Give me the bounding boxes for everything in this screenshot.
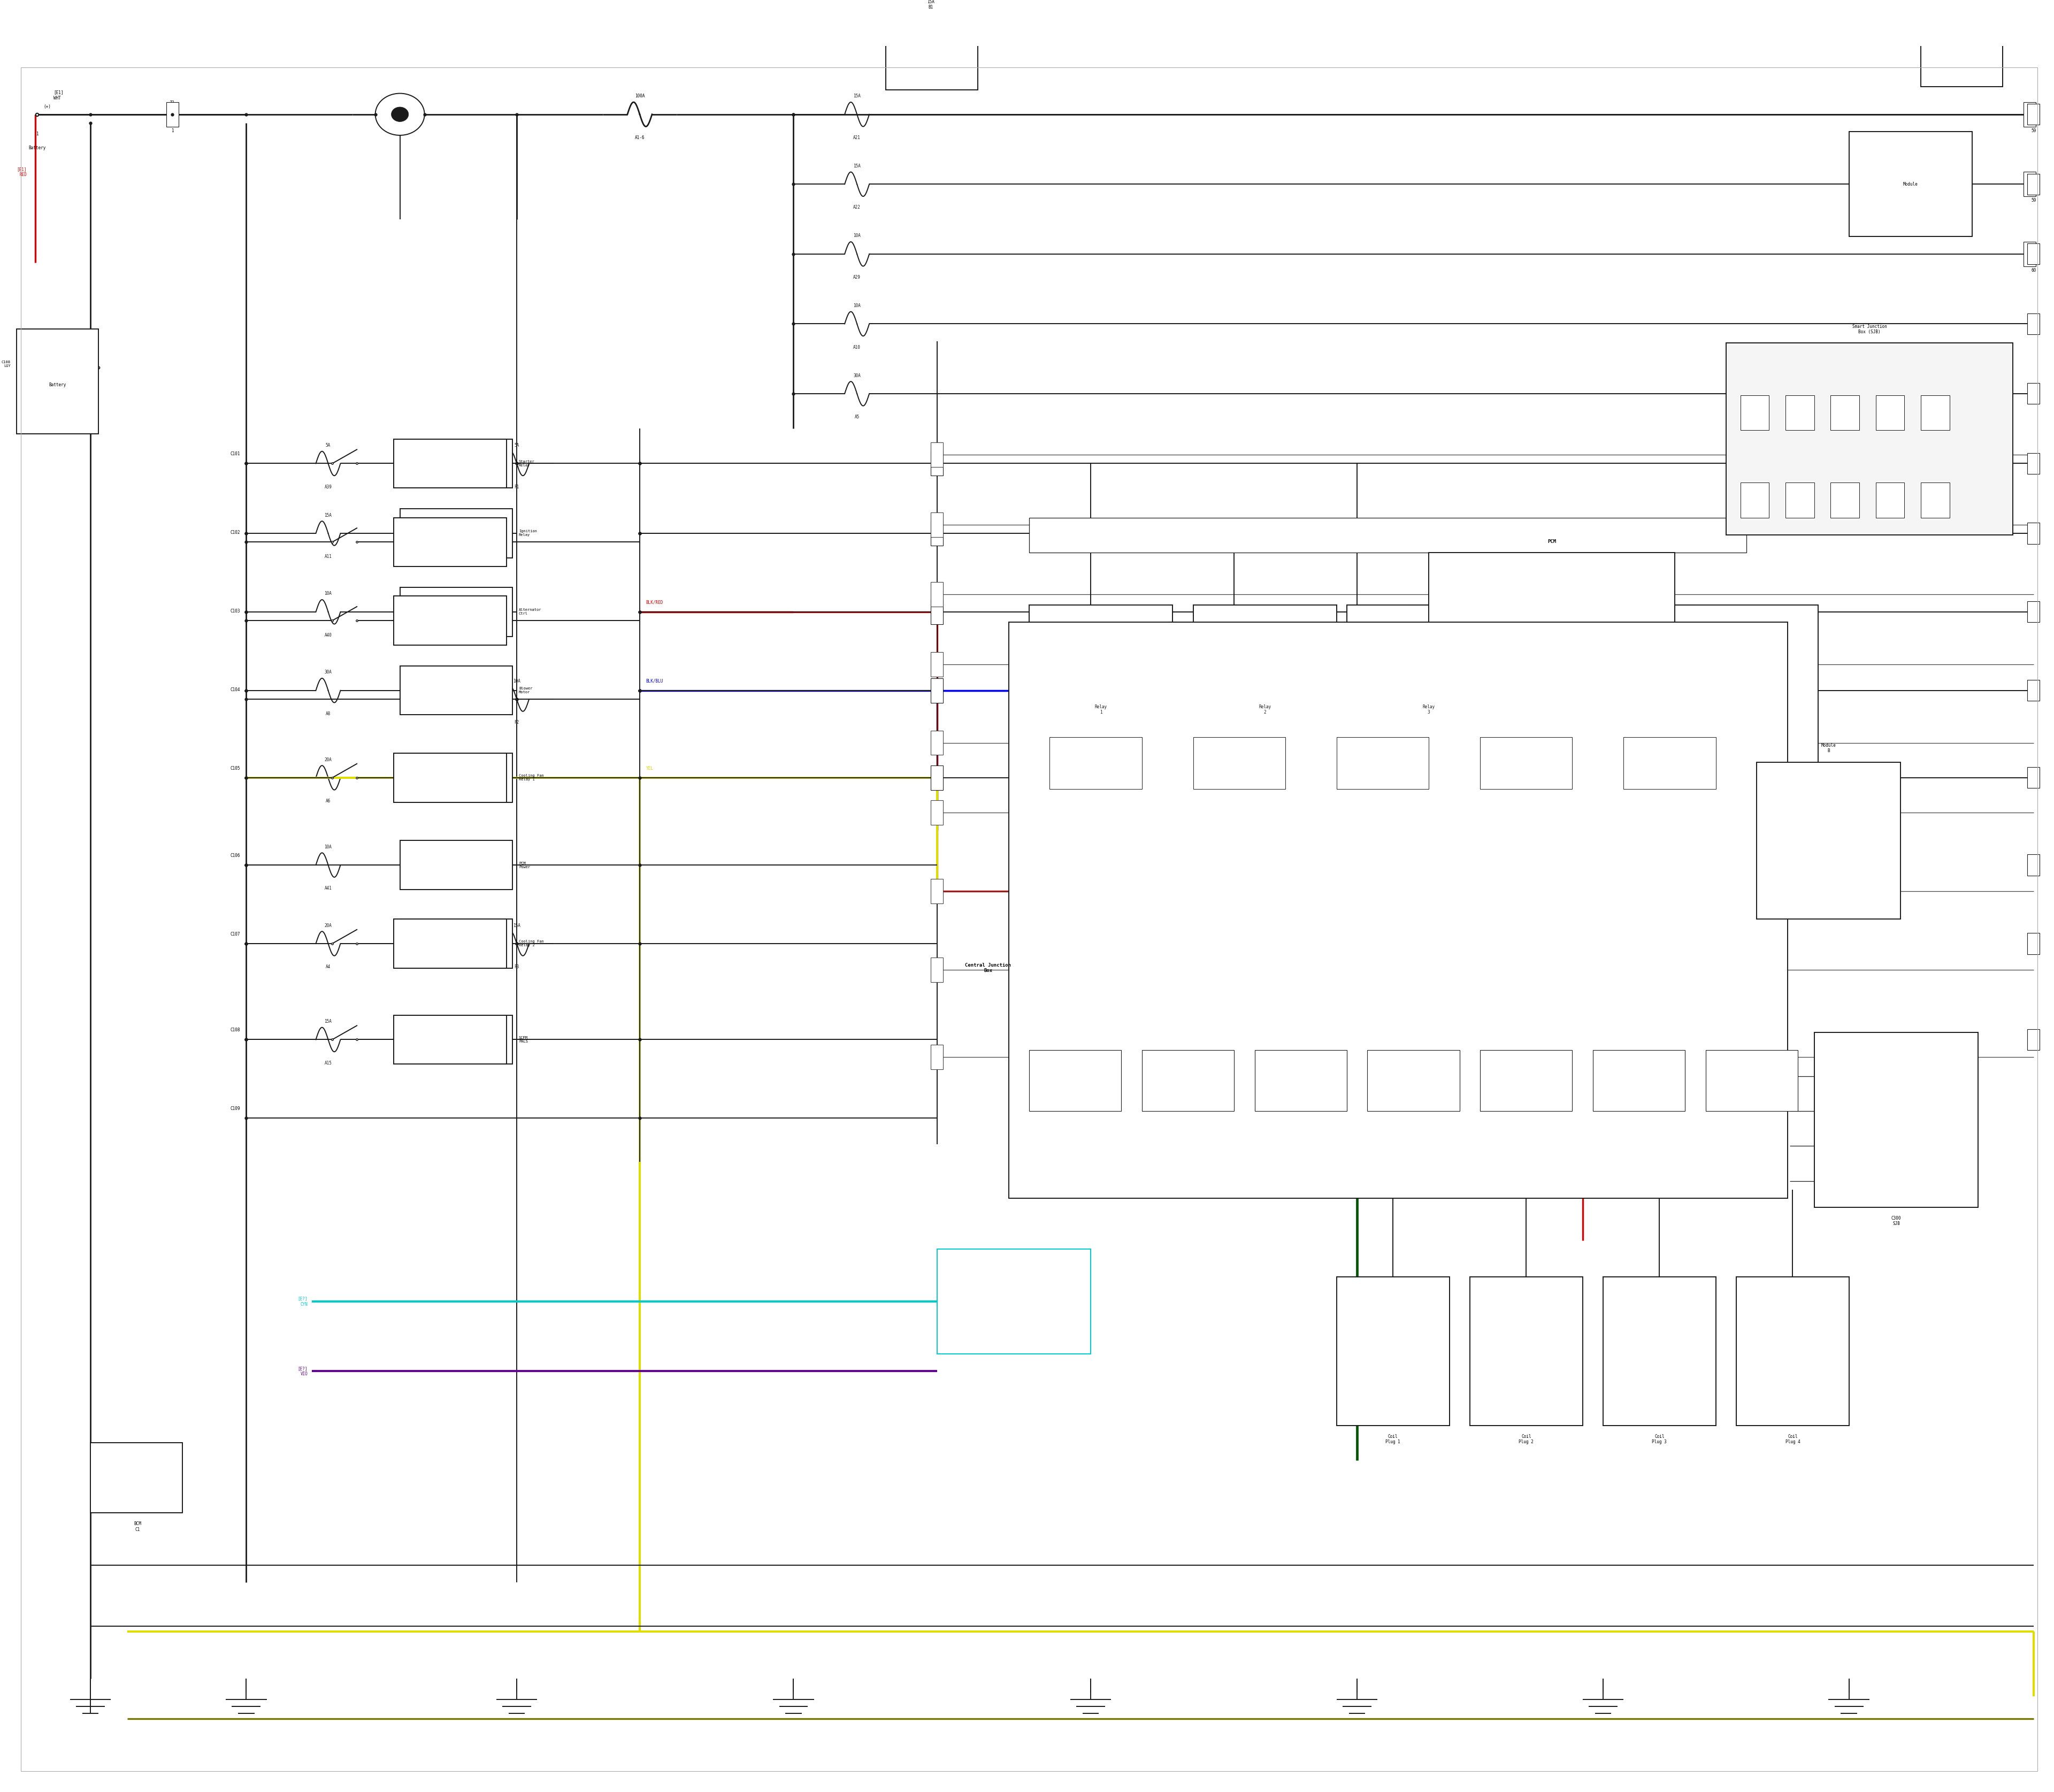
Text: 100A: 100A [635,93,645,99]
Text: C104: C104 [230,688,240,692]
Text: A1-6: A1-6 [635,134,645,140]
Bar [401,667,514,715]
Bar [90,1443,183,1512]
Text: 20A: 20A [325,758,333,762]
Text: C109: C109 [230,1106,240,1111]
Bar [1830,396,1859,430]
Bar [1481,737,1571,788]
Text: 10A: 10A [852,233,861,238]
Text: Relay
3: Relay 3 [1423,704,1436,715]
Bar [2023,172,2036,197]
Bar [1255,1050,1347,1111]
Bar [401,509,514,557]
Text: C106: C106 [230,853,240,858]
Bar [1193,606,1337,814]
Bar [930,731,943,754]
Bar [394,919,507,968]
Text: 59: 59 [2031,129,2036,133]
Text: C108: C108 [230,1029,240,1032]
Bar [1830,482,1859,518]
Bar [1430,552,1674,937]
Bar [1785,396,1814,430]
Bar [1740,396,1768,430]
Text: PCM: PCM [1547,539,1557,543]
Text: 1: 1 [35,133,39,136]
Bar [1849,133,1972,237]
Bar [930,957,943,982]
Bar [930,600,943,624]
Text: Module
B: Module B [1822,744,1836,753]
Text: 15A: 15A [514,923,520,928]
Text: A5: A5 [854,414,859,419]
Bar [2027,174,2040,195]
Text: Module: Module [1904,181,1918,186]
Text: 20A: 20A [325,923,333,928]
Text: Central Junction
Box: Central Junction Box [965,962,1011,973]
Bar [401,753,514,803]
Text: Smart Junction
Box (SJB): Smart Junction Box (SJB) [1853,324,1888,335]
Bar [930,765,943,790]
Text: 30A: 30A [325,670,333,676]
Text: 59: 59 [2031,199,2036,202]
Text: 15A: 15A [852,93,861,99]
Bar [1725,342,2013,536]
Text: C108
LGY: C108 LGY [2,360,10,367]
Text: A4: A4 [327,964,331,969]
Text: Coil
Plug 4: Coil Plug 4 [1785,1434,1799,1444]
Text: BLK/BLU: BLK/BLU [645,679,663,683]
Text: C300
SJB: C300 SJB [1892,1217,1902,1226]
Text: A40: A40 [325,633,333,638]
Text: Ignition
Relay: Ignition Relay [520,530,536,538]
Bar [930,878,943,903]
Text: A10: A10 [852,344,861,349]
Text: A41: A41 [325,885,333,891]
Text: BCM
C1: BCM C1 [134,1521,142,1532]
Bar [2027,523,2040,543]
Bar [2023,242,2036,267]
Text: F2: F2 [514,720,520,726]
Bar [930,1045,943,1070]
Text: C102: C102 [230,530,240,536]
Text: PCM
Power: PCM Power [520,862,530,869]
Text: Starter
Relay: Starter Relay [520,461,534,468]
Bar [1029,606,1173,814]
Text: Cooling Fan
Relay 1: Cooling Fan Relay 1 [520,774,544,781]
Text: A21: A21 [852,134,861,140]
Text: [E?]
CYN: [E?] CYN [298,1296,308,1306]
Text: A29: A29 [852,274,861,280]
Bar [394,439,507,487]
Bar [1193,737,1286,788]
Bar [401,840,514,889]
Bar [930,513,943,538]
Bar [1029,518,1746,552]
Bar [16,330,99,434]
Bar [937,1249,1091,1353]
Text: [E?]
VIO: [E?] VIO [298,1366,308,1376]
Bar [401,588,514,636]
Text: Battery: Battery [29,145,45,151]
Bar [1705,1050,1797,1111]
Text: A8: A8 [327,711,331,717]
Text: BLK/RED: BLK/RED [645,600,663,606]
Text: YEL: YEL [645,765,653,771]
Text: [E1]
RED: [E1] RED [16,167,27,177]
Bar [930,521,943,545]
Text: T1: T1 [170,100,175,106]
Bar [2027,453,2040,473]
Bar [1592,1050,1684,1111]
Text: 15A
B1: 15A B1 [926,0,935,9]
Text: SCPM
PALS: SCPM PALS [520,1036,528,1043]
Text: 10A: 10A [325,591,333,597]
Text: A6: A6 [327,799,331,803]
Bar [930,443,943,468]
Bar [1736,1278,1849,1425]
Text: 15A: 15A [852,163,861,168]
Bar [1347,606,1512,814]
Bar [166,102,179,127]
Bar [2027,314,2040,335]
Bar [885,20,978,90]
Bar [1920,396,1949,430]
Text: 10A: 10A [852,303,861,308]
Bar [930,801,943,824]
Bar [394,518,507,566]
